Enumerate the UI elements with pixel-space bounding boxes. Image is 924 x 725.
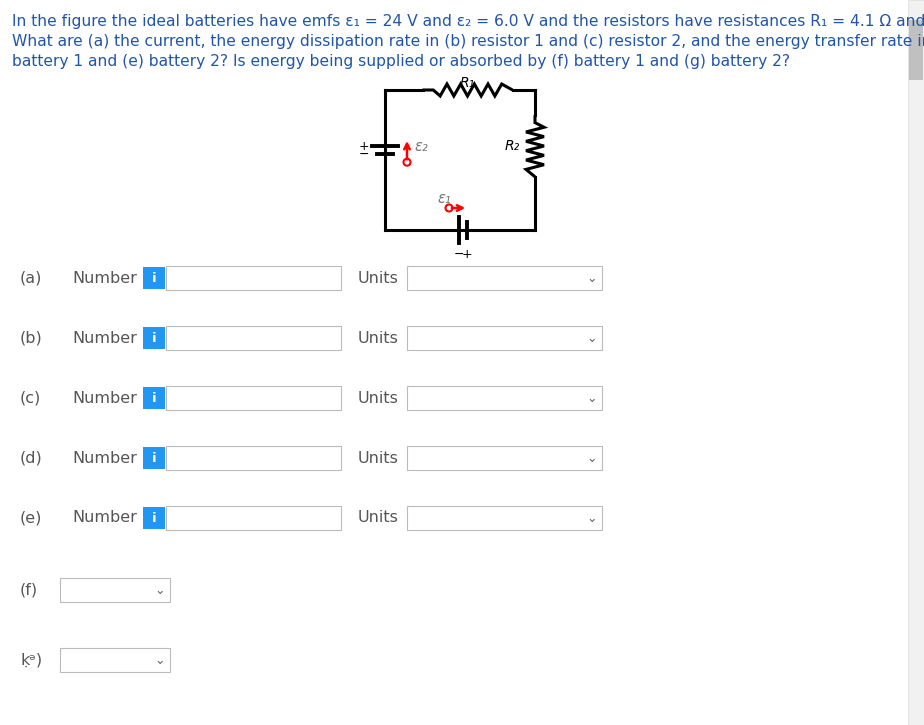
Bar bbox=[143, 447, 165, 469]
Bar bbox=[407, 446, 602, 470]
Text: (f): (f) bbox=[20, 582, 38, 597]
Text: ⌄: ⌄ bbox=[587, 331, 597, 344]
Text: ḳᵊ): ḳᵊ) bbox=[20, 652, 43, 668]
Text: Number: Number bbox=[72, 270, 137, 286]
Text: ⌄: ⌄ bbox=[587, 452, 597, 465]
Text: ⌄: ⌄ bbox=[587, 512, 597, 524]
Bar bbox=[909, 20, 923, 80]
Text: i: i bbox=[152, 331, 156, 344]
Bar bbox=[407, 506, 602, 530]
Bar bbox=[166, 386, 341, 410]
Text: +: + bbox=[462, 248, 472, 261]
Text: i: i bbox=[152, 271, 156, 284]
Text: −: − bbox=[359, 148, 369, 161]
Bar bbox=[143, 267, 165, 289]
Bar bbox=[60, 648, 170, 672]
Bar bbox=[407, 326, 602, 350]
Text: ⌄: ⌄ bbox=[587, 271, 597, 284]
Bar bbox=[908, 0, 924, 725]
Text: ⌄: ⌄ bbox=[154, 584, 165, 597]
Bar bbox=[166, 446, 341, 470]
Text: R₁: R₁ bbox=[460, 76, 475, 90]
Text: Units: Units bbox=[358, 331, 399, 346]
Text: Units: Units bbox=[358, 450, 399, 465]
Text: ε₁: ε₁ bbox=[437, 191, 451, 205]
Text: (a): (a) bbox=[20, 270, 43, 286]
Bar bbox=[143, 507, 165, 529]
Text: Number: Number bbox=[72, 450, 137, 465]
Bar bbox=[166, 266, 341, 290]
Text: ε₂: ε₂ bbox=[414, 138, 428, 154]
Text: Number: Number bbox=[72, 510, 137, 526]
Text: Number: Number bbox=[72, 331, 137, 346]
Text: R₂: R₂ bbox=[505, 139, 520, 153]
Text: (e): (e) bbox=[20, 510, 43, 526]
Bar bbox=[166, 326, 341, 350]
Text: Units: Units bbox=[358, 391, 399, 405]
Text: Number: Number bbox=[72, 391, 137, 405]
Text: (c): (c) bbox=[20, 391, 42, 405]
Bar bbox=[143, 387, 165, 409]
Text: (d): (d) bbox=[20, 450, 43, 465]
Text: Units: Units bbox=[358, 510, 399, 526]
Text: ⌄: ⌄ bbox=[154, 653, 165, 666]
Bar bbox=[407, 386, 602, 410]
Text: i: i bbox=[152, 512, 156, 524]
Text: i: i bbox=[152, 392, 156, 405]
Text: What are (a) the current, the energy dissipation rate in (b) resistor 1 and (c) : What are (a) the current, the energy dis… bbox=[12, 34, 924, 49]
Bar bbox=[60, 578, 170, 602]
Text: (b): (b) bbox=[20, 331, 43, 346]
Text: i: i bbox=[152, 452, 156, 465]
Text: Units: Units bbox=[358, 270, 399, 286]
Text: ⌄: ⌄ bbox=[587, 392, 597, 405]
Bar bbox=[143, 327, 165, 349]
Text: +: + bbox=[359, 140, 369, 153]
Text: In the figure the ideal batteries have emfs ε₁ = 24 V and ε₂ = 6.0 V and the res: In the figure the ideal batteries have e… bbox=[12, 14, 924, 29]
Text: −: − bbox=[454, 248, 464, 261]
Bar bbox=[407, 266, 602, 290]
Bar bbox=[166, 506, 341, 530]
Text: battery 1 and (e) battery 2? Is energy being supplied or absorbed by (f) battery: battery 1 and (e) battery 2? Is energy b… bbox=[12, 54, 790, 69]
